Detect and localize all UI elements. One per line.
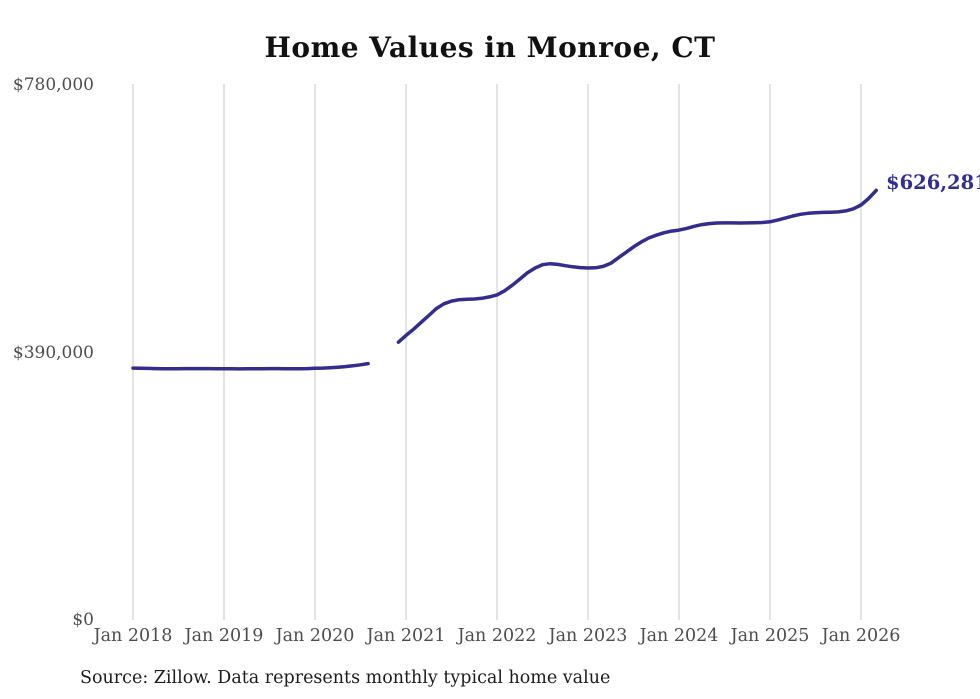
line-segment bbox=[396, 188, 878, 344]
x-tick-label: Jan 2021 bbox=[366, 626, 446, 646]
x-tick-label: Jan 2020 bbox=[275, 626, 355, 646]
x-tick-label: Jan 2022 bbox=[457, 626, 537, 646]
x-tick-label: Jan 2024 bbox=[639, 626, 719, 646]
y-tick-label: $390,000 bbox=[12, 342, 94, 363]
home-value-line bbox=[131, 188, 878, 371]
x-tick-label: Jan 2025 bbox=[730, 626, 810, 646]
chart-title: Home Values in Monroe, CT bbox=[264, 31, 716, 64]
x-tick-label: Jan 2018 bbox=[93, 626, 173, 646]
y-tick-label: $780,000 bbox=[12, 75, 94, 95]
x-tick-label: Jan 2023 bbox=[548, 626, 628, 646]
x-tick-label: Jan 2019 bbox=[184, 626, 264, 646]
x-tick-label: Jan 2026 bbox=[821, 626, 901, 646]
vertical-gridlines bbox=[132, 84, 862, 620]
end-value-annotation: $626,281 bbox=[886, 171, 980, 194]
source-note: Source: Zillow. Data represents monthly … bbox=[80, 668, 611, 688]
y-tick-label: $0 bbox=[72, 610, 94, 630]
line-segment bbox=[131, 361, 370, 371]
